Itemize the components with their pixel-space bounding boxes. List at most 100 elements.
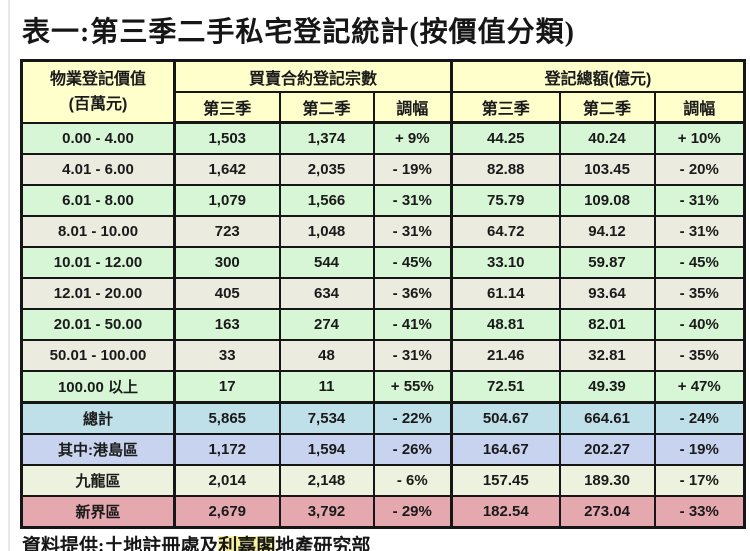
value-column-header-line2: (百萬元) [68, 95, 128, 113]
value-change: + 47% [653, 370, 746, 404]
value-q2-header: 第二季 [558, 91, 656, 124]
value-change: - 31% [653, 184, 746, 217]
page-edge-line [8, 0, 10, 551]
value-q3: 64.72 [450, 215, 561, 248]
value-change: - 33% [653, 495, 746, 529]
deals-q2: 2,148 [278, 464, 375, 497]
deals-q3: 405 [173, 277, 281, 310]
value-group-header: 登記總額(億元) [450, 59, 746, 93]
deals-change: - 41% [372, 308, 453, 341]
deals-change: + 9% [372, 121, 453, 155]
value-q2: 202.27 [558, 433, 656, 466]
hong-kong-island-row: 其中:港島區 1,172 1,594 - 26% 164.67 202.27 -… [20, 433, 746, 466]
deals-q2-header: 第二季 [278, 91, 375, 124]
value-q2: 94.12 [558, 215, 656, 248]
deals-q3: 300 [173, 246, 281, 279]
value-q3: 164.67 [450, 433, 561, 466]
header-group-row: 物業登記價值 (百萬元) 買賣合約登記宗數 登記總額(億元) [20, 59, 746, 124]
value-q2: 59.87 [558, 246, 656, 279]
table-row: 20.01 - 50.00 163 274 - 41% 48.81 82.01 … [20, 308, 746, 341]
deals-q2: 1,594 [278, 433, 375, 466]
deals-change: - 31% [372, 215, 453, 248]
row-label: 其中:港島區 [20, 433, 176, 466]
deals-q3-header: 第三季 [173, 91, 281, 124]
deals-q3: 723 [173, 215, 281, 248]
deals-q3: 1,642 [173, 153, 281, 186]
table-row: 12.01 - 20.00 405 634 - 36% 61.14 93.64 … [20, 277, 746, 310]
value-q3: 82.88 [450, 153, 561, 186]
value-change: - 31% [653, 215, 746, 248]
footer: 資料提供:土地註冊處及利嘉閣地產研究部 註:由於四捨五入關係,個別項目的數字加起… [22, 534, 750, 551]
value-q3: 72.51 [450, 370, 561, 404]
value-q2: 103.45 [558, 153, 656, 186]
value-q3: 48.81 [450, 308, 561, 341]
value-change: - 35% [653, 339, 746, 372]
row-label: 6.01 - 8.00 [20, 184, 176, 217]
value-q3: 75.79 [450, 184, 561, 217]
header-sub-row: 第三季 第二季 調幅 第三季 第二季 調幅 [22, 91, 746, 124]
value-change: - 35% [653, 277, 746, 310]
row-label: 九龍區 [20, 464, 176, 497]
deals-change: - 31% [372, 184, 453, 217]
deals-change: - 22% [372, 401, 453, 435]
value-q3: 157.45 [450, 464, 561, 497]
source-suffix: 地產研究部 [275, 536, 371, 551]
deals-q3: 33 [173, 339, 281, 372]
value-q3: 504.67 [450, 401, 561, 435]
deals-q2: 3,792 [278, 495, 375, 529]
page-title: 表一:第三季二手私宅登記統計(按價值分類) [22, 17, 575, 48]
deals-q3: 2,014 [173, 464, 281, 497]
value-q2: 664.61 [558, 401, 656, 435]
row-label: 100.00 以上 [20, 370, 176, 404]
value-q2: 32.81 [558, 339, 656, 372]
deals-change: - 45% [372, 246, 453, 279]
row-label: 4.01 - 6.00 [20, 153, 176, 186]
value-change: - 20% [653, 153, 746, 186]
deals-q2: 11 [278, 370, 375, 404]
row-label: 20.01 - 50.00 [20, 308, 176, 341]
table-row: 10.01 - 12.00 300 544 - 45% 33.10 59.87 … [20, 246, 746, 279]
row-label: 12.01 - 20.00 [20, 277, 176, 310]
value-q2: 189.30 [558, 464, 656, 497]
deals-group-header: 買賣合約登記宗數 [172, 59, 453, 93]
deals-q2: 48 [278, 339, 375, 372]
deals-q3: 5,865 [173, 401, 281, 435]
table-row: 4.01 - 6.00 1,642 2,035 - 19% 82.88 103.… [20, 153, 746, 186]
value-q3: 21.46 [450, 339, 561, 372]
table-row: 0.00 - 4.00 1,503 1,374 + 9% 44.25 40.24… [20, 121, 746, 155]
value-change: + 10% [653, 121, 746, 155]
value-change: - 40% [653, 308, 746, 341]
value-change: - 45% [653, 246, 746, 279]
deals-change: - 26% [372, 433, 453, 466]
value-q2: 82.01 [558, 308, 656, 341]
kowloon-row: 九龍區 2,014 2,148 - 6% 157.45 189.30 - 17% [20, 464, 746, 497]
deals-q3: 1,079 [173, 184, 281, 217]
value-q3: 182.54 [450, 495, 561, 529]
deals-q2: 1,566 [278, 184, 375, 217]
value-q3: 33.10 [450, 246, 561, 279]
row-label: 0.00 - 4.00 [20, 121, 176, 155]
value-change-header: 調幅 [653, 91, 746, 124]
value-q2: 40.24 [558, 121, 656, 155]
deals-change: - 19% [372, 153, 453, 186]
value-q2: 49.39 [558, 370, 656, 404]
value-q3-header: 第三季 [450, 91, 561, 124]
total-row: 總計 5,865 7,534 - 22% 504.67 664.61 - 24% [20, 401, 746, 435]
value-column-header: 物業登記價值 (百萬元) [20, 59, 176, 124]
deals-q3: 1,172 [173, 433, 281, 466]
row-label: 8.01 - 10.00 [20, 215, 176, 248]
deals-q3: 163 [173, 308, 281, 341]
table-row: 8.01 - 10.00 723 1,048 - 31% 64.72 94.12… [20, 215, 746, 248]
row-label: 50.01 - 100.00 [20, 339, 176, 372]
deals-q2: 1,374 [278, 121, 375, 155]
value-q3: 44.25 [450, 121, 561, 155]
deals-change: - 36% [372, 277, 453, 310]
value-change: - 19% [653, 433, 746, 466]
table-body: 0.00 - 4.00 1,503 1,374 + 9% 44.25 40.24… [20, 121, 746, 529]
deals-q2: 274 [278, 308, 375, 341]
value-change: - 17% [653, 464, 746, 497]
deals-q3: 17 [173, 370, 281, 404]
row-label: 新界區 [20, 495, 176, 529]
table-header: 物業登記價值 (百萬元) 買賣合約登記宗數 登記總額(億元) 第三季 第二季 調… [20, 59, 746, 124]
